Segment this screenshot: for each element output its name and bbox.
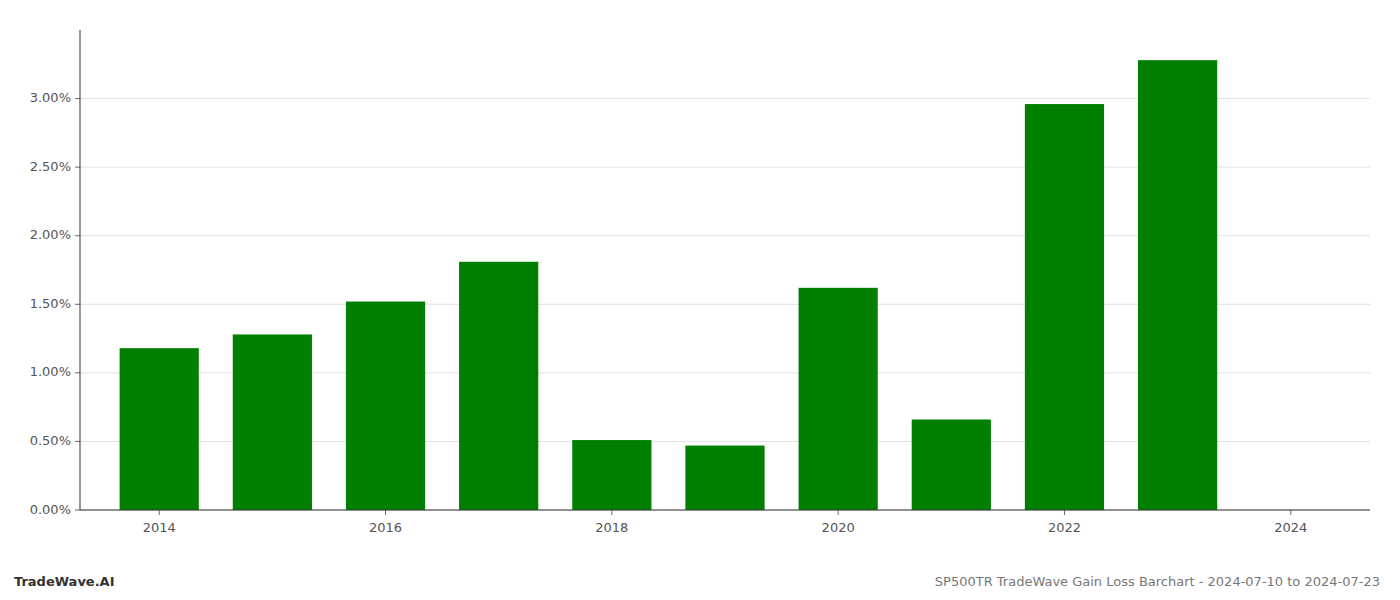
title: SP500TR TradeWave Gain Loss Barchart - 2… — [935, 574, 1380, 589]
y-tick — [75, 441, 80, 442]
x-tick — [159, 510, 160, 515]
chart-container: 0.00%0.50%1.00%1.50%2.00%2.50%3.00%20142… — [0, 0, 1400, 600]
x-axis: 2014 2016 2018 2020 2022 2024 — [80, 510, 1370, 535]
y-tick-label: 2.50% — [30, 159, 71, 174]
bar — [1138, 60, 1217, 510]
watermark: TradeWave.AI — [14, 574, 115, 589]
y-tick — [75, 304, 80, 305]
y-axis: 0.00% 0.50% 1.00% 1.50% 2.00% 2.50% 3.00% — [30, 30, 80, 517]
x-tick — [838, 510, 839, 515]
grid-line — [80, 510, 1370, 511]
x-tick-label: 2020 — [822, 520, 855, 535]
y-tick — [75, 167, 80, 168]
bar — [912, 419, 991, 510]
x-tick-label: 2018 — [595, 520, 628, 535]
bar — [799, 288, 878, 510]
y-tick-label: 1.50% — [30, 296, 71, 311]
x-tick — [385, 510, 386, 515]
bar — [685, 446, 764, 510]
bar — [1025, 104, 1104, 510]
y-tick — [75, 372, 80, 373]
y-tick — [75, 98, 80, 99]
y-tick-label: 1.00% — [30, 364, 71, 379]
bar — [120, 348, 199, 510]
y-tick-label: 0.00% — [30, 502, 71, 517]
y-tick-label: 2.00% — [30, 227, 71, 242]
y-tick-label: 3.00% — [30, 90, 71, 105]
x-tick-label: 2022 — [1048, 520, 1081, 535]
chart: 0.00%0.50%1.00%1.50%2.00%2.50%3.00%20142… — [0, 0, 1400, 600]
y-tick-label: 0.50% — [30, 433, 71, 448]
x-tick — [1290, 510, 1291, 515]
y-tick — [75, 510, 80, 511]
x-tick-label: 2016 — [369, 520, 402, 535]
bar — [572, 440, 651, 510]
x-tick — [611, 510, 612, 515]
x-tick-label: 2014 — [143, 520, 176, 535]
y-axis-line — [80, 30, 81, 510]
bars — [120, 60, 1218, 510]
bar — [346, 302, 425, 510]
x-axis-line — [80, 510, 1370, 511]
x-tick-label: 2024 — [1274, 520, 1307, 535]
bar — [233, 334, 312, 510]
x-tick — [1064, 510, 1065, 515]
bar — [459, 262, 538, 510]
y-tick — [75, 235, 80, 236]
